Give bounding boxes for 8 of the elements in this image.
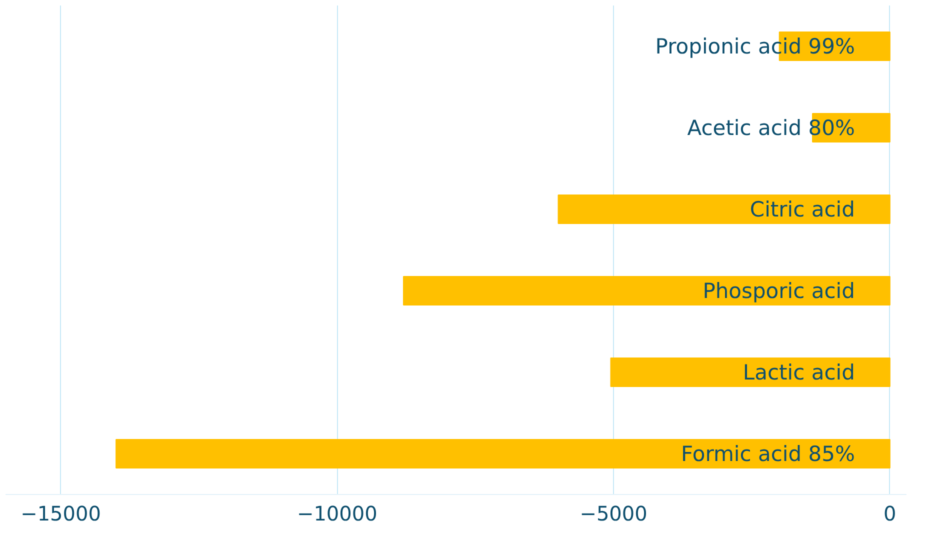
x-tick-label: 0 <box>884 502 896 526</box>
y-tick-label: Phosporic acid <box>702 278 855 303</box>
x-tick-label: −5000 <box>580 502 648 526</box>
y-tick-label: Lactic acid <box>742 360 855 384</box>
y-tick-label: Formic acid 85% <box>681 442 855 466</box>
x-tick-label: −10000 <box>296 502 378 526</box>
x-tick-label: −15000 <box>20 502 101 526</box>
y-tick-label: Citric acid <box>750 197 855 222</box>
